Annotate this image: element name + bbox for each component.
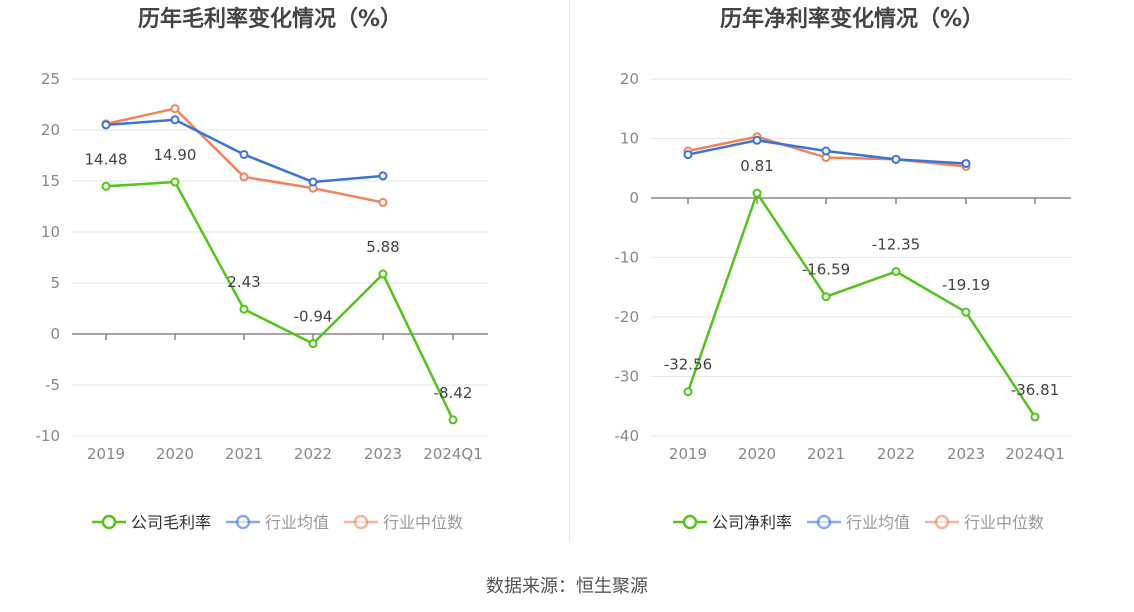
legend-item-industry-median: 行业中位数 (925, 513, 1044, 532)
data-label: 14.48 (85, 150, 128, 168)
y-tick-label: 5 (50, 274, 60, 292)
data-label: -32.56 (664, 356, 712, 374)
y-tick-label: -10 (36, 427, 61, 445)
data-point-company (752, 188, 762, 198)
data-point-industry-avg (378, 171, 388, 181)
legend-marker (101, 514, 117, 530)
data-label: -12.35 (872, 235, 920, 253)
data-source-label: 数据来源： (486, 576, 576, 597)
y-tick-label: 15 (41, 172, 60, 190)
data-point-industry-avg (239, 149, 249, 159)
data-point-company (448, 415, 458, 425)
x-tick-label: 2019 (669, 445, 707, 463)
y-tick-label: -5 (45, 376, 60, 394)
data-point-industry-avg (170, 115, 180, 125)
y-tick-label: -40 (615, 427, 640, 445)
data-source: 数据来源：恒生聚源 (0, 572, 1134, 598)
x-tick-label: 2022 (877, 445, 915, 463)
legend-marker (353, 514, 369, 530)
data-label: -16.59 (802, 261, 850, 279)
data-point-company (101, 181, 111, 191)
legend-marker (235, 514, 251, 530)
x-tick-label: 2021 (807, 445, 845, 463)
series-line-company (105, 180, 455, 421)
data-point-company (891, 266, 901, 276)
data-label: 2.43 (227, 273, 260, 291)
x-tick-label: 2021 (225, 445, 263, 463)
net-margin-chart: 历年净利率变化情况（%） 20 10 0 -10 -20 -30 -40 2019 2020 202… (615, 6, 1071, 532)
data-point-industry-avg (821, 146, 831, 156)
legend-item-company: 公司毛利率 (92, 513, 211, 532)
x-tick-label: 2022 (294, 445, 332, 463)
y-tick-label: 20 (41, 121, 60, 139)
y-tick-label: -10 (615, 249, 640, 267)
y-tick-label: 10 (41, 223, 60, 241)
x-tick-label: 2024Q1 (423, 445, 483, 463)
data-point-industry-median (170, 104, 180, 114)
x-tick-label: 2023 (947, 445, 985, 463)
data-label: 14.90 (154, 146, 197, 164)
data-point-industry-avg (752, 135, 762, 145)
data-label: -36.81 (1011, 381, 1059, 399)
legend-marker (816, 514, 832, 530)
legend-item-industry-median: 行业中位数 (344, 513, 463, 532)
legend-item-industry-avg: 行业均值 (226, 513, 329, 532)
legend-label: 行业均值 (265, 513, 329, 532)
legend-label: 行业中位数 (383, 513, 463, 532)
legend-marker (934, 514, 950, 530)
chart-divider (569, 0, 570, 542)
data-source-value: 恒生聚源 (576, 576, 648, 597)
legend-item-industry-avg: 行业均值 (807, 513, 910, 532)
data-label: 5.88 (366, 238, 399, 256)
data-label: -8.42 (434, 384, 473, 402)
y-tick-label: 0 (629, 189, 639, 207)
x-tick-label: 2019 (87, 445, 125, 463)
data-point-industry-avg (891, 154, 901, 164)
data-point-company (308, 339, 318, 349)
data-point-industry-median (239, 172, 249, 182)
y-tick-label: 10 (620, 130, 639, 148)
y-tick-label: 25 (41, 70, 60, 88)
data-label: -0.94 (294, 308, 333, 326)
data-point-industry-median (378, 197, 388, 207)
data-point-industry-avg (101, 120, 111, 130)
legend-label: 公司毛利率 (131, 513, 211, 532)
data-point-company (170, 177, 180, 187)
y-tick-label: 20 (620, 70, 639, 88)
data-point-company (378, 269, 388, 279)
chart-title: 历年毛利率变化情况（%） (138, 6, 402, 32)
data-point-company (821, 292, 831, 302)
data-label: 0.81 (740, 157, 773, 175)
y-tick-label: -20 (615, 308, 640, 326)
x-tick-label: 2024Q1 (1005, 445, 1065, 463)
legend-label: 行业中位数 (964, 513, 1044, 532)
x-tick-label: 2023 (364, 445, 402, 463)
data-point-industry-avg (961, 158, 971, 168)
data-label: -19.19 (942, 276, 990, 294)
legend-marker (682, 514, 698, 530)
series-line-company (686, 190, 1037, 418)
y-tick-label: -30 (615, 368, 640, 386)
data-point-company (1030, 412, 1040, 422)
data-point-company (961, 307, 971, 317)
data-point-company (683, 387, 693, 397)
chart-title: 历年净利率变化情况（%） (720, 6, 984, 32)
y-tick-label: 0 (50, 325, 60, 343)
gross-margin-chart: 历年毛利率变化情况（%） 25 20 15 10 5 0 -5 -10 2019 2020 2021 2… (36, 6, 488, 532)
legend-item-company: 公司净利率 (673, 513, 792, 532)
legend-label: 行业均值 (846, 513, 910, 532)
data-point-company (239, 304, 249, 314)
x-tick-label: 2020 (738, 445, 776, 463)
legend-label: 公司净利率 (712, 513, 792, 532)
data-point-industry-avg (683, 150, 693, 160)
data-point-industry-avg (308, 177, 318, 187)
x-tick-label: 2020 (156, 445, 194, 463)
